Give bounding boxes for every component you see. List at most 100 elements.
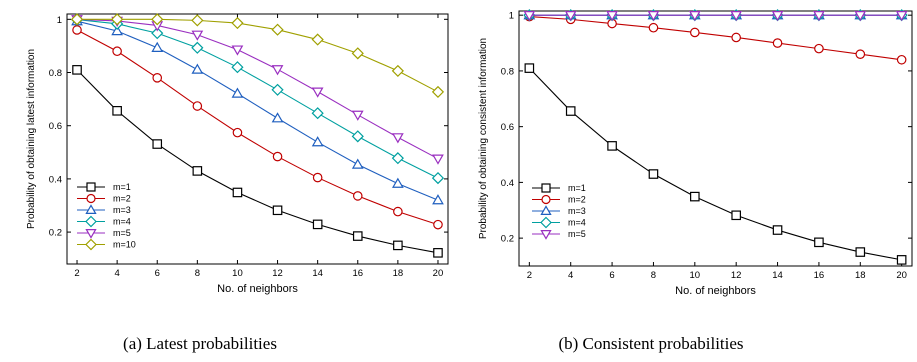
- data-point-m=1: [434, 249, 442, 257]
- plot-frame: [519, 11, 912, 266]
- x-tick-label: 20: [433, 268, 444, 279]
- data-point-m=3: [193, 65, 203, 73]
- legend-label: m=10: [113, 240, 136, 250]
- chart-panel-latest: 2 4 6 8 10 12 14 16 18 20 0.2 0.4 0.6 0.8 1 No. of neig…: [26, 14, 448, 353]
- x-tick-label: 10: [232, 268, 243, 279]
- legend-label: m=4: [568, 218, 586, 228]
- legend: m=1m=2m=3m=4m=5m=10: [77, 182, 136, 250]
- data-point-m=1: [354, 232, 362, 240]
- data-point-m=1: [897, 256, 905, 264]
- y-tick-label: 1: [509, 11, 514, 22]
- legend-label: m=2: [113, 194, 131, 204]
- legend-label: m=1: [113, 182, 131, 192]
- data-point-m=5: [233, 46, 243, 54]
- y-tick-label: 0.6: [501, 122, 514, 133]
- y-tick-label: 0.8: [501, 66, 514, 77]
- data-point-m=10: [232, 18, 243, 29]
- series-line-m=10: [77, 19, 438, 92]
- legend-marker: [542, 184, 550, 192]
- data-point-m=5: [193, 31, 203, 39]
- x-tick-label: 10: [690, 270, 701, 281]
- data-point-m=2: [354, 192, 362, 200]
- x-tick-label: 4: [568, 270, 573, 281]
- data-point-m=1: [856, 248, 864, 256]
- data-point-m=3: [152, 43, 162, 51]
- data-point-m=2: [394, 207, 402, 215]
- plot-frame: [67, 14, 448, 264]
- legend-marker: [541, 231, 550, 239]
- data-point-m=10: [393, 66, 404, 77]
- x-tick-label: 6: [609, 270, 614, 281]
- data-point-m=1: [153, 140, 161, 148]
- data-point-m=3: [393, 179, 403, 187]
- series-line-m=1: [77, 70, 438, 253]
- data-point-m=1: [691, 192, 699, 200]
- legend-marker: [541, 206, 550, 214]
- x-tick-label: 16: [814, 270, 825, 281]
- x-tick-label: 4: [114, 268, 119, 279]
- data-point-m=2: [691, 28, 699, 36]
- y-axis-label: Probability of obtaining consistent info…: [478, 38, 489, 239]
- data-point-m=1: [608, 142, 616, 150]
- data-point-m=4: [393, 153, 404, 164]
- y-tick-label: 0.4: [49, 174, 62, 185]
- data-point-m=1: [649, 170, 657, 178]
- data-point-m=3: [273, 113, 283, 121]
- data-point-m=4: [232, 62, 243, 73]
- legend-marker: [87, 183, 95, 191]
- y-tick-label: 0.4: [501, 178, 514, 189]
- data-point-m=10: [433, 87, 444, 98]
- data-point-m=1: [815, 238, 823, 246]
- chart-panel-consistent: 2 4 6 8 10 12 14 16 18 200.20.40.60.81No. of neig…: [478, 10, 912, 353]
- x-tick-label: 8: [651, 270, 656, 281]
- data-point-m=3: [353, 160, 363, 168]
- legend-label: m=2: [568, 195, 586, 205]
- y-tick-label: 1: [57, 15, 62, 26]
- figure-caption: (b) Consistent probabilities: [558, 334, 743, 353]
- data-point-m=1: [193, 167, 201, 175]
- data-point-m=2: [649, 24, 657, 32]
- y-tick-label: 0.2: [501, 234, 514, 245]
- data-point-m=10: [312, 34, 323, 45]
- series-line-m=3: [77, 21, 438, 200]
- data-point-m=1: [773, 226, 781, 234]
- data-point-m=2: [233, 128, 241, 136]
- x-tick-label: 18: [855, 270, 866, 281]
- data-point-m=5: [433, 155, 443, 163]
- data-point-m=3: [433, 195, 443, 203]
- y-axis-label: Probability of obtaining latest informat…: [26, 49, 37, 229]
- data-point-m=5: [353, 111, 363, 119]
- data-point-m=10: [192, 15, 203, 26]
- y-tick-label: 0.6: [49, 121, 62, 132]
- legend-marker: [86, 217, 96, 227]
- data-point-m=5: [273, 66, 283, 74]
- data-point-m=5: [393, 134, 403, 142]
- x-tick-label: 12: [272, 268, 283, 279]
- data-point-m=4: [192, 43, 203, 54]
- legend-marker: [541, 218, 551, 228]
- x-tick-label: 20: [896, 270, 907, 281]
- data-point-m=2: [273, 152, 281, 160]
- x-tick-label: 2: [74, 268, 79, 279]
- legend-label: m=5: [113, 228, 131, 238]
- x-axis-label: No. of neighbors: [675, 285, 756, 297]
- legend-marker: [86, 240, 96, 250]
- legend-label: m=1: [568, 183, 586, 193]
- data-point-m=2: [313, 173, 321, 181]
- legend: m=1 m=2m=3 m=4m=5: [532, 183, 586, 239]
- legend-marker: [542, 196, 550, 204]
- legend-label: m=3: [568, 206, 586, 216]
- data-point-m=2: [815, 44, 823, 52]
- data-point-m=1: [525, 64, 533, 72]
- x-tick-label: 14: [772, 270, 783, 281]
- legend-marker: [86, 205, 95, 213]
- x-tick-label: 12: [731, 270, 742, 281]
- data-point-m=1: [233, 188, 241, 196]
- data-point-m=1: [73, 66, 81, 74]
- data-point-m=1: [567, 107, 575, 115]
- data-point-m=3: [313, 137, 323, 145]
- legend-marker: [87, 195, 95, 203]
- data-point-m=1: [394, 241, 402, 249]
- series-line-m=2: [529, 17, 901, 60]
